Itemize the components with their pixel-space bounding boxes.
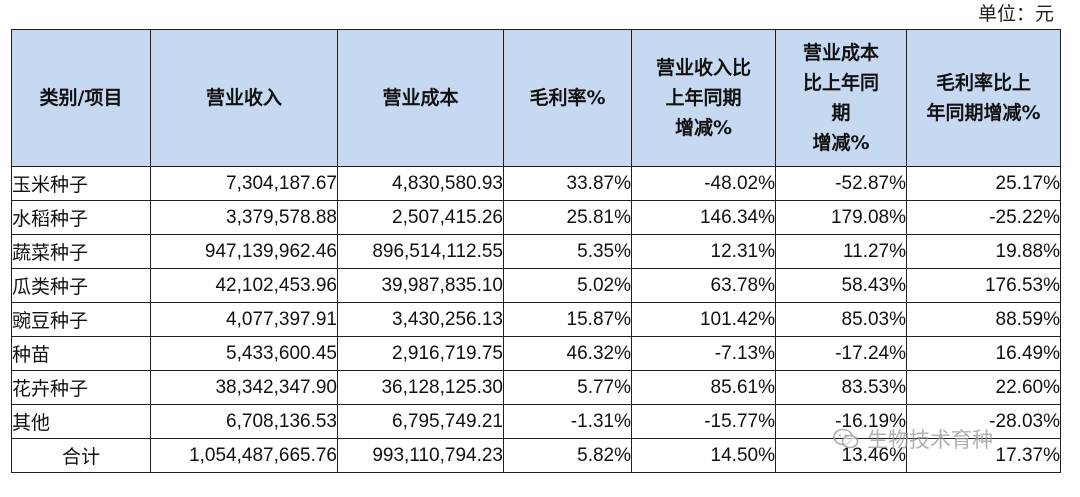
cell-category: 其他: [11, 404, 151, 439]
cell-category: 蔬菜种子: [11, 234, 151, 269]
cell-cost: 3,430,256.13: [337, 302, 504, 337]
cell-cost-change: -16.19%: [775, 404, 907, 439]
cell-cost: 4,830,580.93: [337, 166, 504, 201]
cell-gross-margin: 5.82%: [503, 438, 632, 473]
cell-revenue-change: 14.50%: [631, 438, 776, 473]
cell-revenue: 38,342,347.90: [150, 370, 338, 405]
cell-margin-change: -28.03%: [906, 404, 1061, 439]
cell-revenue-change: 85.61%: [631, 370, 776, 405]
header-margin-change: 毛利率比上 年同期增减%: [906, 29, 1061, 167]
table-row: 豌豆种子 4,077,397.91 3,430,256.13 15.87% 101.42…: [11, 302, 1061, 337]
cell-cost-change: 58.43%: [775, 268, 907, 303]
cell-category: 种苗: [11, 336, 151, 371]
cell-margin-change: 22.60%: [906, 370, 1061, 405]
header-cost: 营业成本: [337, 29, 504, 167]
cell-cost-change: 13.46%: [775, 438, 907, 473]
cell-cost: 2,916,719.75: [337, 336, 504, 371]
cell-category: 合计: [11, 438, 151, 473]
cell-cost-change: 85.03%: [775, 302, 907, 337]
cell-revenue: 6,708,136.53: [150, 404, 338, 439]
cell-revenue-change: 63.78%: [631, 268, 776, 303]
table-header-row: 类别/项目 营业收入 营业成本 毛利率% 营业收入比 上年同期 增减% 营业成本 比上…: [11, 29, 1061, 167]
cell-cost: 39,987,835.10: [337, 268, 504, 303]
cell-cost: 36,128,125.30: [337, 370, 504, 405]
table-row: 水稻种子 3,379,578.88 2,507,415.26 25.81% 146.34…: [11, 200, 1061, 235]
cell-category: 水稻种子: [11, 200, 151, 235]
cell-cost-change: 83.53%: [775, 370, 907, 405]
header-cost-change: 营业成本 比上年同期增减%: [775, 29, 907, 167]
header-revenue: 营业收入: [150, 29, 338, 167]
cell-cost: 6,795,749.21: [337, 404, 504, 439]
table-row: 蔬菜种子 947,139,962.46 896,514,112.55 5.35% 12.…: [11, 234, 1061, 269]
cell-cost-change: -52.87%: [775, 166, 907, 201]
cell-gross-margin: 5.35%: [503, 234, 632, 269]
cell-revenue-change: -7.13%: [631, 336, 776, 371]
cell-gross-margin: 5.02%: [503, 268, 632, 303]
unit-label: 单位：元: [977, 3, 1054, 25]
cell-category: 瓜类种子: [11, 268, 151, 303]
cell-revenue: 3,379,578.88: [150, 200, 338, 235]
header-gross-margin: 毛利率%: [503, 29, 632, 167]
cell-revenue: 7,304,187.67: [150, 166, 338, 201]
cell-revenue-change: 101.42%: [631, 302, 776, 337]
cell-revenue-change: 12.31%: [631, 234, 776, 269]
cell-cost-change: -17.24%: [775, 336, 907, 371]
cell-gross-margin: 25.81%: [503, 200, 632, 235]
cell-revenue: 5,433,600.45: [150, 336, 338, 371]
revenue-cost-table: 类别/项目 营业收入 营业成本 毛利率% 营业收入比 上年同期 增减% 营业成本 比上…: [11, 29, 1061, 473]
cell-revenue: 42,102,453.96: [150, 268, 338, 303]
header-category: 类别/项目: [11, 29, 151, 167]
cell-revenue: 1,054,487,665.76: [150, 438, 338, 473]
table-row: 玉米种子 7,304,187.67 4,830,580.93 33.87% -48.02…: [11, 166, 1061, 201]
table-row: 瓜类种子 42,102,453.96 39,987,835.10 5.02% 63.78…: [11, 268, 1061, 303]
cell-gross-margin: -1.31%: [503, 404, 632, 439]
cell-margin-change: 19.88%: [906, 234, 1061, 269]
cell-cost-change: 11.27%: [775, 234, 907, 269]
table-row: 合计 1,054,487,665.76 993,110,794.23 5.82% 14.…: [11, 438, 1061, 473]
cell-margin-change: 17.37%: [906, 438, 1061, 473]
cell-cost: 896,514,112.55: [337, 234, 504, 269]
cell-category: 花卉种子: [11, 370, 151, 405]
cell-revenue: 947,139,962.46: [150, 234, 338, 269]
cell-margin-change: -25.22%: [906, 200, 1061, 235]
cell-margin-change: 25.17%: [906, 166, 1061, 201]
cell-gross-margin: 46.32%: [503, 336, 632, 371]
cell-gross-margin: 33.87%: [503, 166, 632, 201]
cell-margin-change: 16.49%: [906, 336, 1061, 371]
header-revenue-change: 营业收入比 上年同期 增减%: [631, 29, 776, 167]
cell-category: 玉米种子: [11, 166, 151, 201]
cell-cost: 993,110,794.23: [337, 438, 504, 473]
cell-margin-change: 176.53%: [906, 268, 1061, 303]
table-row: 花卉种子 38,342,347.90 36,128,125.30 5.77% 85.61…: [11, 370, 1061, 405]
table-row: 种苗 5,433,600.45 2,916,719.75 46.32% -7.13% -1…: [11, 336, 1061, 371]
cell-revenue: 4,077,397.91: [150, 302, 338, 337]
cell-revenue-change: -48.02%: [631, 166, 776, 201]
cell-margin-change: 88.59%: [906, 302, 1061, 337]
cell-cost: 2,507,415.26: [337, 200, 504, 235]
cell-revenue-change: -15.77%: [631, 404, 776, 439]
cell-cost-change: 179.08%: [775, 200, 907, 235]
cell-category: 豌豆种子: [11, 302, 151, 337]
cell-gross-margin: 5.77%: [503, 370, 632, 405]
table-row: 其他 6,708,136.53 6,795,749.21 -1.31% -15.77% -…: [11, 404, 1061, 439]
cell-gross-margin: 15.87%: [503, 302, 632, 337]
cell-revenue-change: 146.34%: [631, 200, 776, 235]
